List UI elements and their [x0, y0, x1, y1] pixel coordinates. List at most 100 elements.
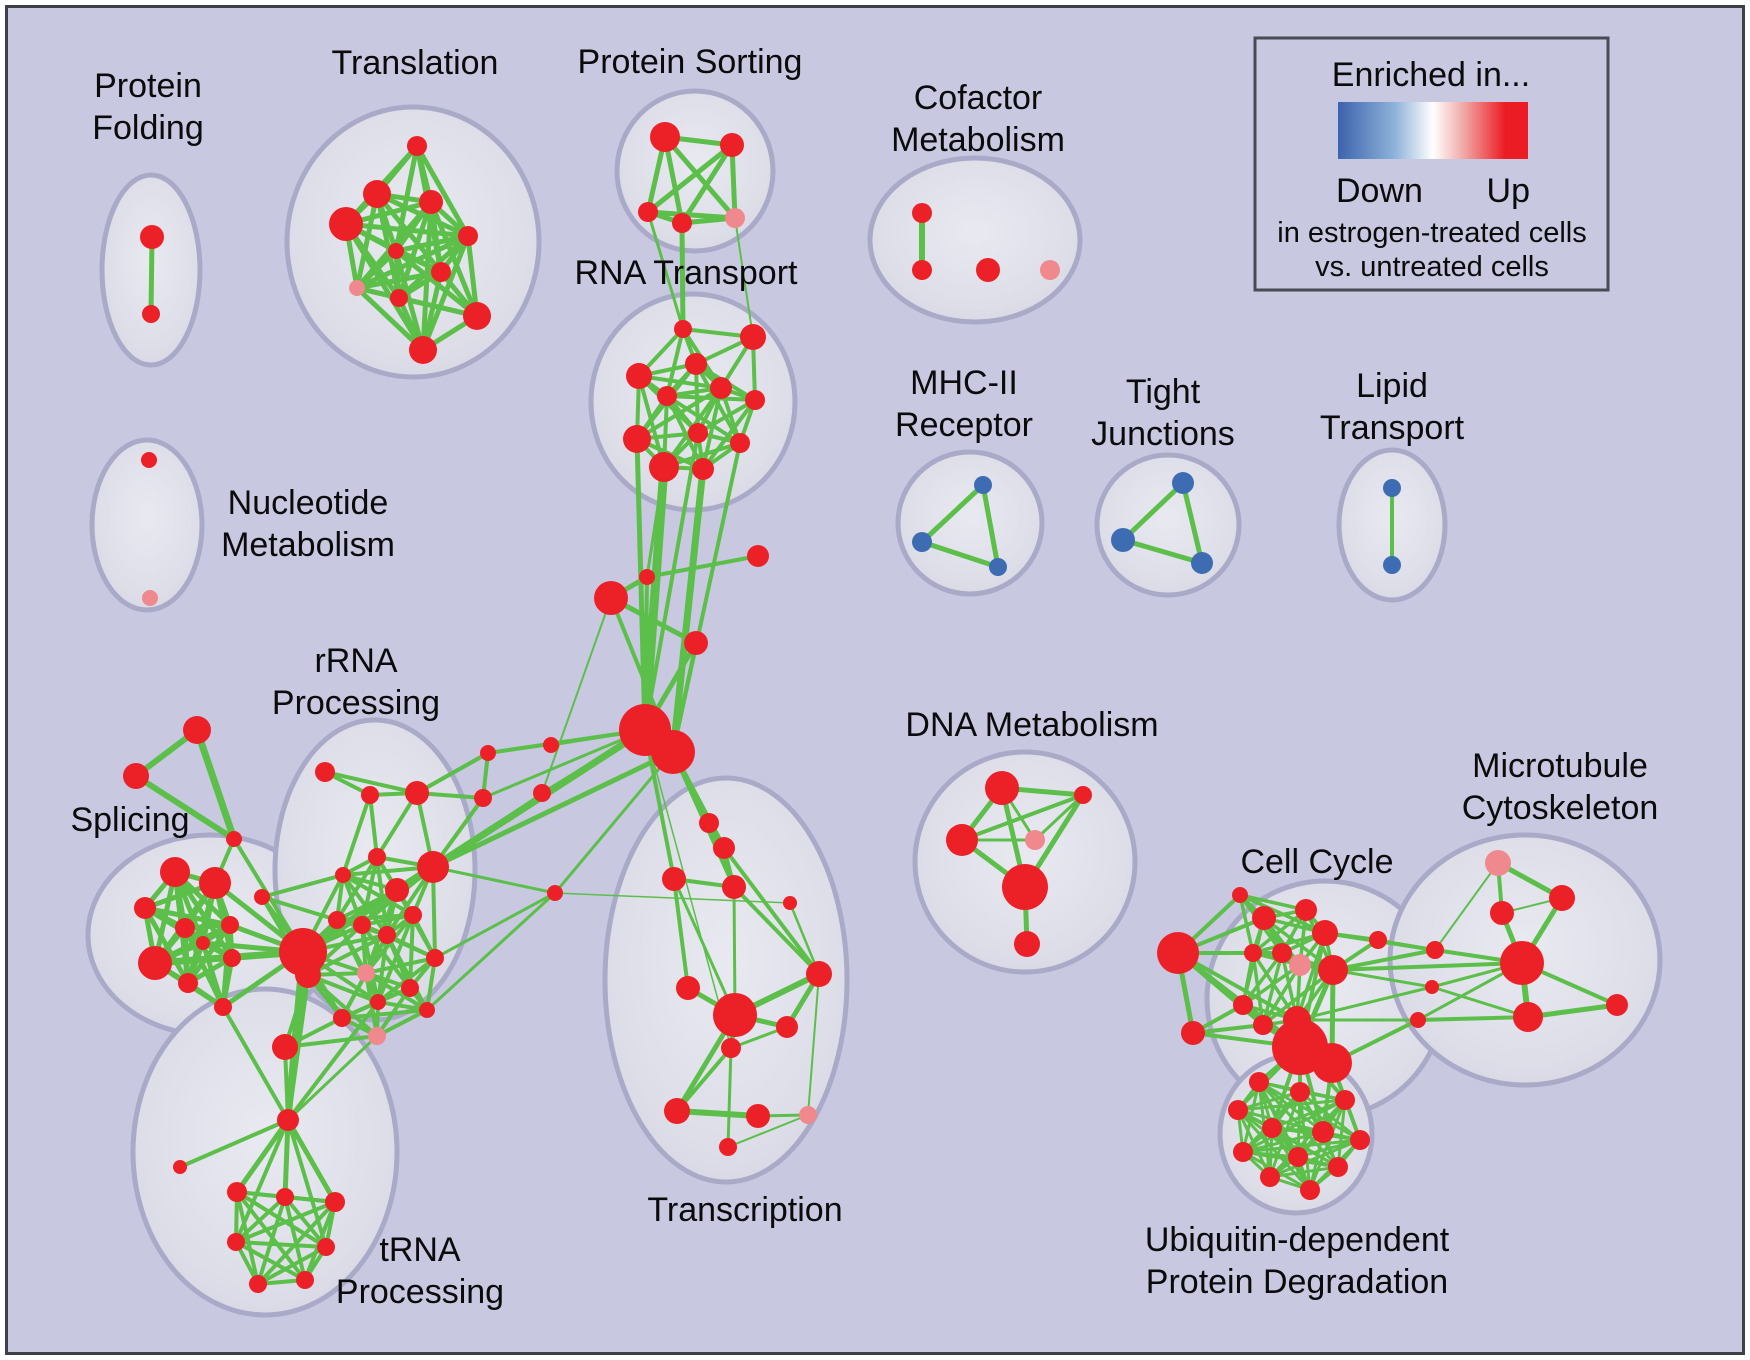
network-node-up [1328, 1157, 1348, 1177]
network-edge [299, 863, 437, 956]
network-node-up [407, 136, 427, 156]
network-node-up [317, 1238, 335, 1256]
network-edge [1430, 985, 1530, 1019]
network-edge [919, 482, 986, 545]
network-edge [343, 221, 471, 239]
network-edge [1268, 1165, 1340, 1179]
network-node-up [315, 762, 335, 782]
network-node-up [474, 789, 492, 807]
network-node-up [361, 786, 379, 804]
legend-down-label: Down [1336, 172, 1423, 210]
network-node-up [328, 911, 346, 929]
network-node-up [199, 867, 231, 899]
network-edge [1241, 951, 1284, 1007]
network-node-up_light [1485, 850, 1511, 876]
network-edge [234, 1118, 290, 1244]
network-edge [1033, 793, 1085, 842]
network-edge [1238, 893, 1308, 912]
cluster-label-trna-processing: tRNA Processing [336, 1231, 504, 1311]
network-edge [343, 221, 426, 353]
network-edge [1434, 862, 1499, 951]
network-node-up [1002, 864, 1048, 910]
network-node-up [626, 363, 652, 389]
network-node-up [976, 258, 1000, 282]
network-edge [260, 895, 339, 922]
network-node-up [1233, 1142, 1253, 1162]
network-edge [200, 940, 226, 1010]
network-edge [234, 1117, 291, 1195]
network-node-up [746, 1104, 770, 1128]
legend: Enriched in... Down Up in estrogen-treat… [1253, 36, 1610, 292]
network-node-up [419, 190, 443, 214]
network-node-up [175, 918, 195, 938]
network-edge [1295, 985, 1434, 1022]
network-edge [726, 1046, 733, 1149]
network-node-up [1490, 901, 1514, 925]
cluster-label-splicing: Splicing [70, 801, 189, 839]
network-node-down [989, 558, 1007, 576]
network-node-up [713, 837, 735, 859]
network-node-up [721, 1038, 741, 1058]
network-node-up [417, 851, 449, 883]
network-edge [1180, 480, 1205, 566]
network-edge [1336, 1098, 1347, 1169]
network-node-up [806, 961, 832, 987]
network-node-up [142, 305, 160, 323]
network-node-up [1249, 1072, 1269, 1092]
network-edge [193, 726, 238, 843]
network-node-up [276, 1188, 294, 1206]
network-node-down [912, 532, 932, 552]
network-edge [234, 1240, 307, 1282]
network-node-up [946, 824, 978, 856]
network-edge [234, 1195, 287, 1244]
network-node-up [1350, 1130, 1370, 1150]
network-edge [665, 394, 757, 402]
network-node-up [657, 386, 677, 406]
network-node-down [1191, 552, 1213, 574]
network-node-up [1295, 899, 1317, 921]
network-node-up [385, 878, 409, 902]
network-edge [643, 431, 700, 732]
network-edge [675, 1046, 733, 1113]
cluster-label-rrna-processing: rRNA Processing [272, 642, 440, 722]
network-node-up [662, 867, 686, 891]
network-edge [354, 191, 380, 291]
network-node-up [912, 260, 932, 280]
network-node-up [594, 581, 628, 615]
cluster-label-nucleotide-metabolism: Nucleotide Metabolism [221, 484, 395, 564]
network-node-up [178, 973, 198, 993]
legend-box [1253, 36, 1610, 292]
network-edge [672, 877, 690, 990]
network-node-up [223, 949, 241, 967]
network-node-up [650, 122, 680, 152]
network-node-up [140, 225, 164, 249]
cluster-bubble-cofactor-metabolism [867, 155, 1083, 325]
network-edge [669, 465, 707, 756]
network-edge [1268, 1138, 1362, 1179]
network-node-up [719, 1138, 737, 1156]
network-edge [286, 1118, 328, 1249]
network-node-up [1232, 887, 1248, 903]
network-node-up [1335, 1090, 1355, 1110]
legend-title: Enriched in... [1332, 56, 1530, 94]
network-edge [364, 913, 415, 975]
network-edge [1241, 1130, 1325, 1154]
network-node-up [1244, 944, 1262, 962]
network-node-up [480, 745, 496, 761]
network-node-up [1426, 941, 1444, 959]
network-node-up [747, 545, 769, 567]
network-node-up [1312, 1043, 1352, 1083]
network-node-up [254, 889, 270, 905]
network-edge [734, 217, 754, 338]
network-node-up [649, 452, 679, 482]
network-node-up [1410, 1012, 1426, 1028]
network-node-up [368, 848, 386, 866]
network-node-up [333, 1009, 351, 1027]
network-node-up [1312, 1121, 1334, 1143]
network-node-up [710, 377, 732, 399]
network-node-up [370, 994, 386, 1010]
network-edge [1268, 1098, 1347, 1179]
cluster-label-transcription: Transcription [647, 1191, 842, 1229]
